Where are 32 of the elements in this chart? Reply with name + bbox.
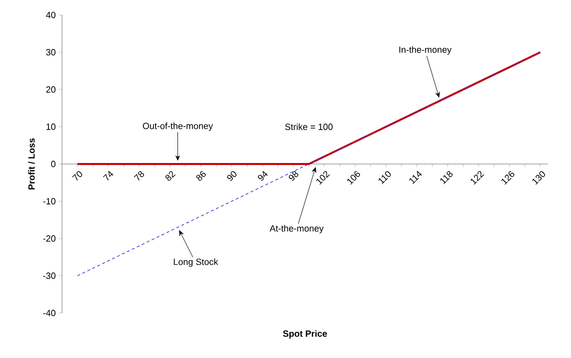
x-tick-label: 130 [532,171,546,185]
y-tick-label: 30 [46,49,56,56]
x-tick-label: 94 [258,170,268,181]
x-tick-label: 122 [470,171,484,185]
y-tick-label: -40 [43,310,56,316]
x-tick-label: 118 [440,171,453,184]
y-tick-label: -10 [43,198,56,204]
y-tick-label: 0 [51,160,56,168]
annotation: In-the-money [399,46,452,55]
x-tick-label: 86 [196,171,206,181]
x-tick-label: 114 [409,170,422,184]
x-tick-label: 110 [378,171,391,184]
x-tick-label: 82 [165,171,176,181]
x-tick-label: 78 [134,171,144,180]
x-axis-title: Spot Price [283,330,327,339]
x-tick-label: 98 [288,171,298,181]
y-tick-label: 20 [46,86,56,93]
x-tick-label: 126 [502,171,514,185]
y-tick-label: 10 [46,124,56,130]
y-tick-label: 40 [46,12,56,18]
y-tick-label: -20 [43,235,56,242]
annotation: Long Stock [174,258,218,267]
x-tick-label: 102 [316,171,330,185]
annotation: Strike = 100 [285,123,333,130]
x-tick-label: 74 [102,170,114,180]
x-tick-label: 70 [72,171,82,180]
y-tick-label: -30 [43,272,56,279]
x-tick-label: 90 [227,171,236,181]
x-tick-label: 106 [347,171,360,185]
annotation: At-the-money [270,224,324,234]
annotation: Out-of-the-money [142,122,213,131]
y-axis-title: Profit / Loss [28,138,35,190]
